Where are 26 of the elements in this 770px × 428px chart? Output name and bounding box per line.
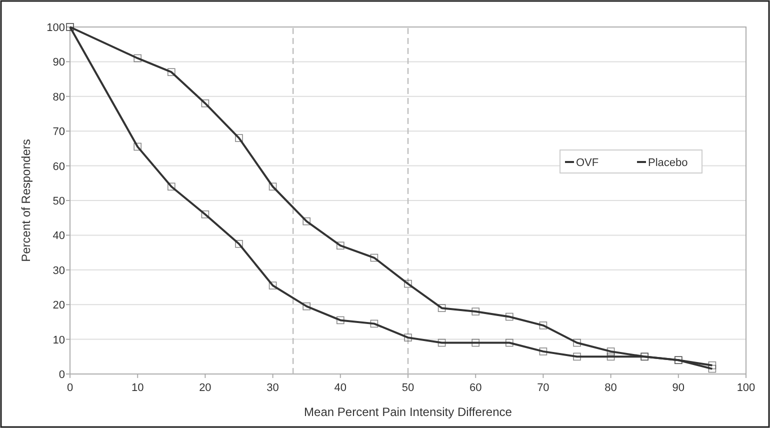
x-tick-label: 50 <box>402 382 414 394</box>
x-tick-label: 70 <box>537 382 550 394</box>
legend-label: Placebo <box>648 157 688 169</box>
legend-label: OVF <box>576 157 599 169</box>
x-tick-label: 100 <box>736 382 756 394</box>
y-tick-label: 70 <box>52 126 65 138</box>
y-tick-label: 90 <box>52 56 65 69</box>
x-tick-label: 40 <box>334 382 347 394</box>
y-tick-label: 30 <box>52 264 65 277</box>
x-axis-title: Mean Percent Pain Intensity Difference <box>304 405 512 419</box>
y-tick-label: 100 <box>46 22 65 34</box>
x-tick-label: 90 <box>672 382 685 394</box>
x-tick-label: 10 <box>131 382 144 394</box>
y-axis-title: Percent of Responders <box>19 139 33 262</box>
y-tick-label: 80 <box>52 91 65 104</box>
y-tick-label: 20 <box>52 300 65 312</box>
y-tick-label: 0 <box>58 369 65 381</box>
x-tick-label: 30 <box>266 382 279 394</box>
y-tick-label: 50 <box>52 196 65 208</box>
x-tick-label: 0 <box>66 382 74 394</box>
y-tick-label: 10 <box>52 334 65 346</box>
x-tick-label: 60 <box>469 382 482 394</box>
y-tick-label: 60 <box>52 160 65 173</box>
x-tick-label: 20 <box>199 382 212 394</box>
x-tick-label: 80 <box>604 382 617 394</box>
y-tick-label: 40 <box>52 230 65 242</box>
